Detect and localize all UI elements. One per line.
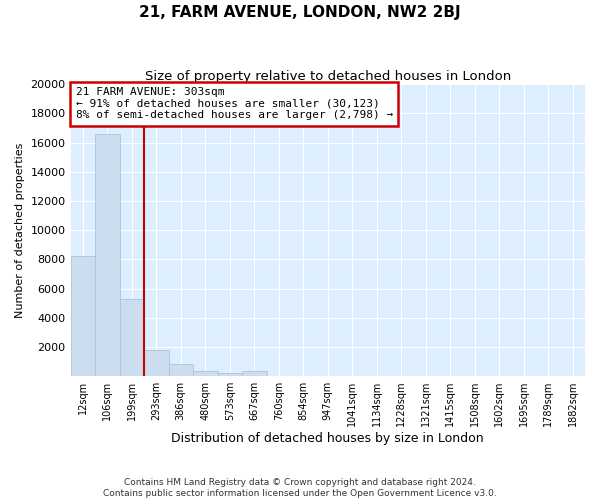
Bar [71,256,95,376]
Text: 21, FARM AVENUE, LONDON, NW2 2BJ: 21, FARM AVENUE, LONDON, NW2 2BJ [139,5,461,20]
Bar [218,373,242,376]
Bar [144,350,169,376]
X-axis label: Distribution of detached houses by size in London: Distribution of detached houses by size … [172,432,484,445]
Text: Contains HM Land Registry data © Crown copyright and database right 2024.
Contai: Contains HM Land Registry data © Crown c… [103,478,497,498]
Text: 21 FARM AVENUE: 303sqm
← 91% of detached houses are smaller (30,123)
8% of semi-: 21 FARM AVENUE: 303sqm ← 91% of detached… [76,87,393,120]
Title: Size of property relative to detached houses in London: Size of property relative to detached ho… [145,70,511,83]
Bar [242,371,266,376]
Bar [169,364,193,376]
Y-axis label: Number of detached properties: Number of detached properties [15,142,25,318]
Bar [95,134,119,376]
Bar [193,371,218,376]
Bar [119,298,144,376]
